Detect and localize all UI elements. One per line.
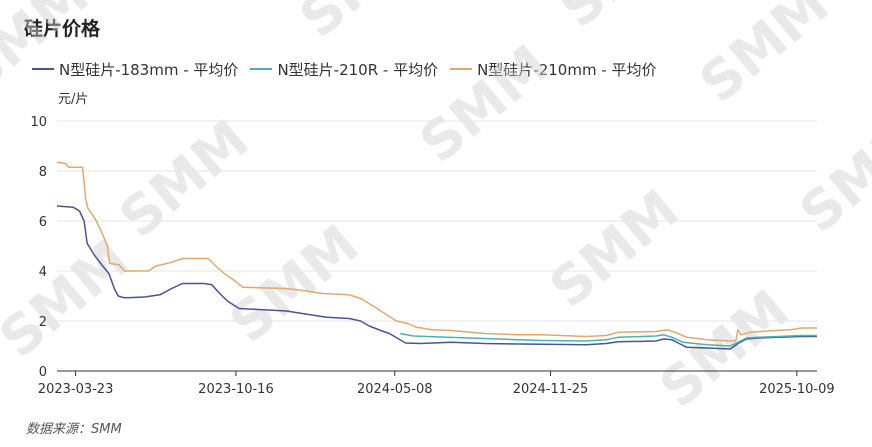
watermark: SMM [548, 0, 701, 40]
x-axis: 2023-03-23 2023-10-16 2024-05-08 2024-11-25… [38, 371, 835, 397]
y-tick-label: 8 [39, 165, 47, 180]
watermark-text: SMM [408, 33, 561, 175]
watermark: SMM [688, 0, 841, 115]
series-line-2 [56, 161, 817, 342]
y-tick-label: 6 [39, 215, 47, 230]
watermark-text: SMM [688, 0, 841, 115]
watermark-text: SMM [218, 213, 371, 355]
x-tick-label: 2023-10-16 [198, 382, 274, 397]
watermark-text: SMM [788, 103, 872, 245]
watermark: SMM [0, 228, 140, 370]
legend-item-210mm[interactable]: N型硅片-210mm - 平均价 [450, 59, 657, 80]
legend-item-210r[interactable]: N型硅片-210R - 平均价 [250, 59, 438, 80]
source-note: 数据来源：SMM [26, 422, 122, 437]
legend: N型硅片-183mm - 平均价 N型硅片-210R - 平均价 N型硅片-21… [32, 58, 669, 80]
y-axis: 0 2 4 6 8 10 元/片 [30, 92, 88, 380]
y-tick-label: 2 [39, 315, 47, 330]
watermark: SMM [408, 33, 561, 175]
watermark-text: SMM [548, 0, 701, 40]
x-tick-label: 2024-05-08 [357, 382, 433, 397]
y-tick-label: 10 [30, 115, 47, 130]
legend-swatch-210r [250, 68, 273, 70]
watermark: SMM [788, 103, 872, 245]
y-axis-unit: 元/片 [58, 92, 88, 107]
y-tick-label: 4 [39, 265, 47, 280]
watermark: SMM [0, 0, 100, 105]
watermark: SMM [218, 213, 371, 355]
legend-swatch-183mm [32, 68, 54, 70]
x-tick-label: 2025-10-09 [759, 382, 835, 397]
y-tick-label: 0 [39, 365, 47, 380]
watermark-text: SMM [538, 178, 691, 320]
watermark-text: SMM [288, 0, 441, 50]
x-tick-label: 2024-11-25 [513, 382, 589, 397]
series-line-0 [56, 205, 817, 350]
chart-title: 硅片价格 [24, 18, 101, 40]
legend-label-210r: N型硅片-210R - 平均价 [277, 60, 439, 79]
legend-item-183mm[interactable]: N型硅片-183mm - 平均价 [32, 59, 238, 80]
watermark: SMM [538, 178, 691, 320]
series-layer [56, 161, 817, 350]
watermark: SMM [108, 108, 261, 250]
watermark: SMM [288, 0, 441, 50]
watermark-layer: SMMSMMSMMSMMSMMSMMSMMSMMSMMSMMSMM [0, 0, 872, 420]
series-line-1 [400, 332, 817, 347]
watermark-text: SMM [0, 228, 140, 370]
legend-label-210mm: N型硅片-210mm - 平均价 [477, 60, 657, 79]
legend-swatch-210mm [450, 68, 473, 70]
legend-label-183mm: N型硅片-183mm - 平均价 [59, 60, 239, 79]
watermark-text: SMM [108, 108, 261, 250]
grid-layer [57, 120, 817, 372]
watermark-text: SMM [0, 0, 100, 105]
x-tick-label: 2023-03-23 [38, 382, 114, 397]
